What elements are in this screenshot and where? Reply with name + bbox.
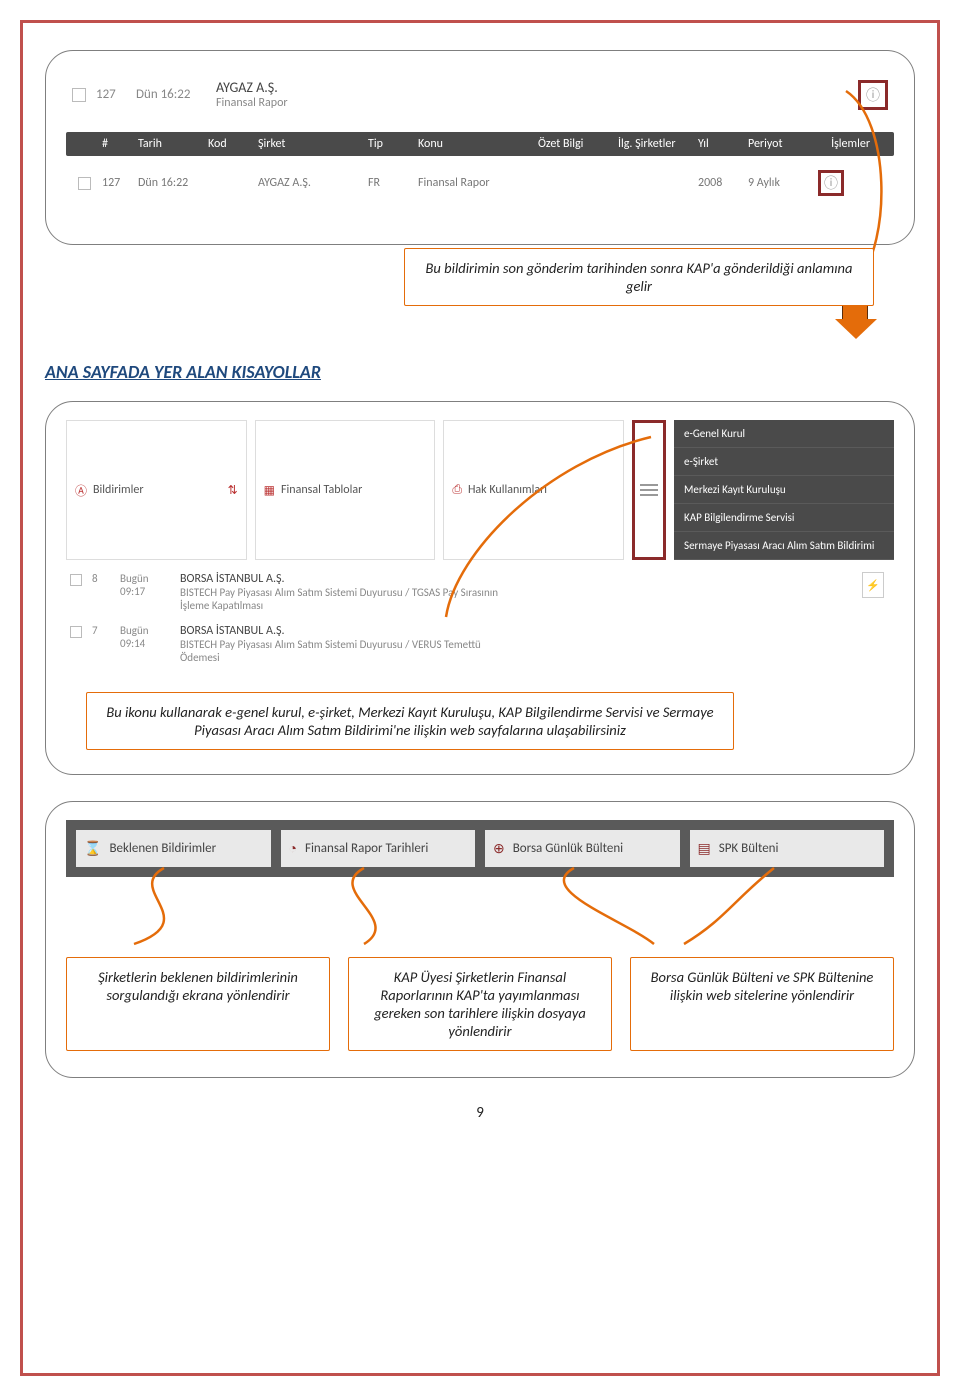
menu-item-esirket[interactable]: e-Şirket bbox=[674, 448, 894, 476]
callout-finansal: KAP Üyesi Şirketlerin Finansal Raporları… bbox=[348, 957, 612, 1051]
item-num: 8 bbox=[92, 572, 110, 585]
menu-item-mkk[interactable]: Merkezi Kayıt Kuruluşu bbox=[674, 476, 894, 504]
tab-label: Finansal Tablolar bbox=[281, 483, 362, 497]
tab-label: Hak Kullanımları bbox=[468, 483, 547, 497]
hamburger-menu-icon[interactable] bbox=[632, 420, 666, 560]
td-sirket: AYGAZ A.Ş. bbox=[254, 176, 364, 190]
panel-bildirim-ornegi: 127 Dün 16:22 AYGAZ A.Ş. Finansal Rapor … bbox=[45, 50, 915, 245]
callout-beklenen: Şirketlerin beklenen bildirimlerinin sor… bbox=[66, 957, 330, 1051]
item-company: BORSA İSTANBUL A.Ş. bbox=[180, 624, 500, 638]
th-islem: İşlemler bbox=[814, 137, 874, 151]
th-ozet: Özet Bilgi bbox=[534, 137, 614, 151]
item-company: BORSA İSTANBUL A.Ş. bbox=[180, 572, 500, 586]
notification-id: 127 bbox=[96, 87, 136, 102]
item-time: Bugün 09:14 bbox=[120, 624, 170, 650]
notification-time: Dün 16:22 bbox=[136, 87, 216, 102]
tab-hak[interactable]: ⎙ Hak Kullanımları bbox=[443, 420, 624, 560]
th-tip: Tip bbox=[364, 137, 414, 151]
menu-item-kapbs[interactable]: KAP Bilgilendirme Servisi bbox=[674, 504, 894, 532]
company-name: AYGAZ A.Ş. bbox=[216, 79, 288, 96]
menu-item-spab[interactable]: Sermaye Piyasası Aracı Alım Satım Bildir… bbox=[674, 532, 894, 560]
notification-row-simple: 127 Dün 16:22 AYGAZ A.Ş. Finansal Rapor … bbox=[66, 69, 894, 128]
globe-icon: ⊕ bbox=[493, 840, 505, 857]
panel-kisayollar: Ⓐ Bildirimler ⇅ ▦ Finansal Tablolar ⎙ Hak Ku… bbox=[45, 401, 915, 775]
checkbox[interactable] bbox=[78, 177, 91, 190]
item-num: 7 bbox=[92, 624, 110, 637]
th-yil: Yıl bbox=[694, 137, 744, 151]
btn-label: SPK Bülteni bbox=[719, 841, 779, 856]
btn-beklenen[interactable]: ⌛ Beklenen Bildirimler bbox=[76, 830, 271, 867]
checkbox[interactable] bbox=[70, 626, 82, 638]
item-desc: BISTECH Pay Piyasası Alım Satım Sistemi … bbox=[180, 638, 500, 664]
bell-icon: Ⓐ bbox=[75, 482, 87, 499]
item-time: Bugün 09:17 bbox=[120, 572, 170, 598]
button-bar: ⌛ Beklenen Bildirimler ◔ Finansal Rapor Ta… bbox=[66, 820, 894, 877]
menu-item-egk[interactable]: e-Genel Kurul bbox=[674, 420, 894, 448]
item-desc: BISTECH Pay Piyasası Alım Satım Sistemi … bbox=[180, 586, 500, 612]
notification-type: Finansal Rapor bbox=[216, 96, 288, 110]
th-kod: Kod bbox=[204, 137, 254, 151]
hourglass-icon: ⌛ bbox=[84, 840, 101, 857]
panel-bottom-shortcuts: ⌛ Beklenen Bildirimler ◔ Finansal Rapor Ta… bbox=[45, 801, 915, 1078]
td-tarih: Dün 16:22 bbox=[134, 176, 204, 190]
td-id: 127 bbox=[98, 176, 134, 190]
tab-bildirimler[interactable]: Ⓐ Bildirimler ⇅ bbox=[66, 420, 247, 560]
td-konu: Finansal Rapor bbox=[414, 176, 534, 190]
th-num: # bbox=[98, 137, 134, 151]
td-tip: FR bbox=[364, 176, 414, 190]
btn-label: Finansal Rapor Tarihleri bbox=[305, 841, 428, 856]
checkbox[interactable] bbox=[70, 574, 82, 586]
table-header: # Tarih Kod Şirket Tip Konu Özet Bilgi İ… bbox=[66, 132, 894, 156]
table-row: 127 Dün 16:22 AYGAZ A.Ş. FR Finansal Rap… bbox=[66, 156, 894, 210]
th-ilg: İlg. Şirketler bbox=[614, 137, 694, 151]
callout-bulten: Borsa Günlük Bülteni ve SPK Bültenine il… bbox=[630, 957, 894, 1051]
tab-finansal[interactable]: ▦ Finansal Tablolar bbox=[255, 420, 436, 560]
flash-icon[interactable]: ⚡ bbox=[862, 572, 884, 598]
shortcut-menu: e-Genel Kurul e-Şirket Merkezi Kayıt Kur… bbox=[674, 420, 894, 560]
th-tarih: Tarih bbox=[134, 137, 204, 151]
doc-icon: ▤ bbox=[698, 840, 711, 857]
info-icon[interactable]: ⓘ bbox=[818, 170, 844, 196]
checkbox[interactable] bbox=[72, 88, 86, 102]
th-per: Periyot bbox=[744, 137, 814, 151]
btn-finansal-rapor[interactable]: ◔ Finansal Rapor Tarihleri bbox=[281, 830, 476, 867]
tab-label: Bildirimler bbox=[93, 483, 144, 497]
list-item: 7 Bugün 09:14 BORSA İSTANBUL A.Ş. BISTEC… bbox=[66, 618, 894, 670]
list-item: 8 Bugün 09:17 BORSA İSTANBUL A.Ş. BISTEC… bbox=[66, 566, 894, 618]
btn-borsa-bulten[interactable]: ⊕ Borsa Günlük Bülteni bbox=[485, 830, 680, 867]
chart-icon: ◔ bbox=[289, 840, 297, 857]
callout-hamburger-desc: Bu ikonu kullanarak e-genel kurul, e-şir… bbox=[86, 692, 734, 750]
th-sirket: Şirket bbox=[254, 137, 364, 151]
rights-icon: ⎙ bbox=[452, 483, 462, 497]
td-per: 9 Aylık bbox=[744, 176, 814, 190]
btn-spk-bulten[interactable]: ▤ SPK Bülteni bbox=[690, 830, 885, 867]
filter-icon[interactable]: ⇅ bbox=[228, 483, 238, 498]
btn-label: Beklenen Bildirimler bbox=[109, 841, 216, 856]
btn-label: Borsa Günlük Bülteni bbox=[513, 841, 623, 856]
info-icon[interactable]: ⓘ bbox=[858, 80, 888, 110]
table-icon: ▦ bbox=[264, 483, 275, 498]
th-konu: Konu bbox=[414, 137, 534, 151]
td-yil: 2008 bbox=[694, 176, 744, 190]
callout-late-notice: Bu bildirimin son gönderim tarihinden so… bbox=[404, 248, 874, 306]
